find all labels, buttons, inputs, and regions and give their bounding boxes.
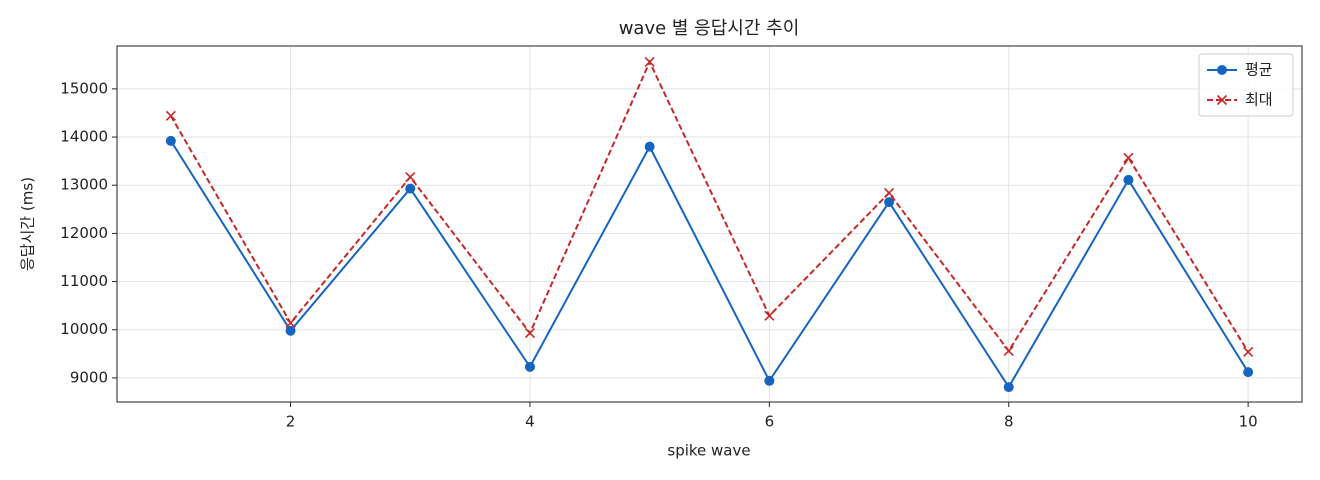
x-tick-label: 10 <box>1239 413 1258 431</box>
marker <box>285 317 296 329</box>
marker <box>884 197 895 208</box>
marker <box>1123 174 1134 185</box>
x-tick-label: 4 <box>525 413 535 431</box>
series-line <box>169 59 1249 353</box>
marker <box>764 310 775 321</box>
legend-label: 최대 <box>1245 91 1273 109</box>
legend-marker <box>1217 65 1227 75</box>
marker <box>764 375 775 386</box>
marker <box>524 361 535 372</box>
marker <box>405 171 416 183</box>
chart-title: wave 별 응답시간 추이 <box>619 18 800 39</box>
marker <box>1003 345 1014 357</box>
marker <box>285 325 296 336</box>
x-tick-label: 2 <box>286 413 296 431</box>
x-axis-label: spike wave <box>667 442 750 460</box>
y-tick-label: 13000 <box>60 176 108 194</box>
marker <box>165 135 176 146</box>
marker <box>644 56 655 67</box>
y-tick-label: 15000 <box>60 79 108 97</box>
x-tick-label: 6 <box>765 413 775 431</box>
marker <box>883 187 895 198</box>
series-line <box>170 140 1249 389</box>
y-tick-label: 9000 <box>70 368 108 386</box>
marker <box>644 141 655 152</box>
legend-label: 평균 <box>1245 61 1273 79</box>
marker <box>524 328 536 339</box>
marker <box>1003 382 1014 393</box>
legend-marker <box>1216 94 1228 106</box>
y-axis-label: 응답시간 (ms) <box>19 177 37 271</box>
marker <box>405 183 416 194</box>
y-tick-label: 14000 <box>60 128 108 146</box>
y-tick-label: 11000 <box>60 272 108 290</box>
marker <box>165 110 176 121</box>
plot-frame <box>116 45 1303 403</box>
y-tick-label: 12000 <box>60 224 108 242</box>
y-tick-label: 10000 <box>60 320 108 338</box>
marker <box>1243 367 1254 378</box>
marker <box>1243 346 1254 357</box>
marker <box>1123 152 1134 163</box>
x-tick-label: 8 <box>1004 413 1014 431</box>
